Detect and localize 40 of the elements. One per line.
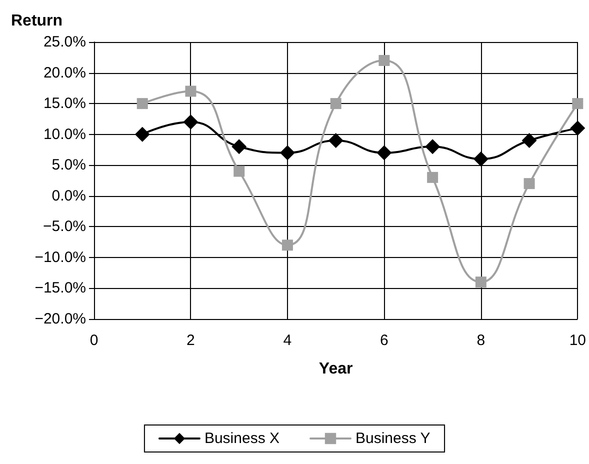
point [378,54,390,66]
legend-label: Business X [204,430,280,447]
x-tick-label: 4 [283,332,292,349]
x-tick-label: 0 [90,332,98,349]
x-tick-label: 2 [186,332,195,349]
point [522,132,537,148]
point [134,126,150,142]
x-tick-label: 10 [569,332,586,349]
point [232,139,247,154]
x-tick-label: 6 [380,332,388,349]
y-tick-label: −20.0% [34,310,86,328]
point [282,240,293,251]
point [376,145,392,160]
point [425,139,440,154]
point [570,120,586,136]
point [280,145,295,160]
y-tick-label: 0.0% [52,187,86,204]
y-tick-label: 5.0% [52,156,86,174]
point [330,98,342,110]
legend-label: Business Y [356,430,430,447]
point [475,276,486,288]
point [185,86,196,97]
point [328,132,344,148]
point [572,98,584,110]
point [234,166,245,177]
point [183,114,198,130]
point [136,98,148,110]
y-tick-label: 10.0% [43,126,86,143]
y-tick-label: −5.0% [43,218,86,236]
y-axis-title: Return [11,12,63,30]
y-tick-label: 25.0% [43,34,86,50]
point [427,172,438,183]
y-tick-label: −10.0% [34,248,86,266]
x-tick-label: 8 [476,332,486,349]
x-axis-title: Year [318,360,353,378]
y-tick-label: 15.0% [43,95,86,112]
y-tick-label: 20.0% [43,64,86,82]
point [473,151,488,166]
y-tick-label: −15.0% [34,280,86,297]
point [524,178,535,190]
